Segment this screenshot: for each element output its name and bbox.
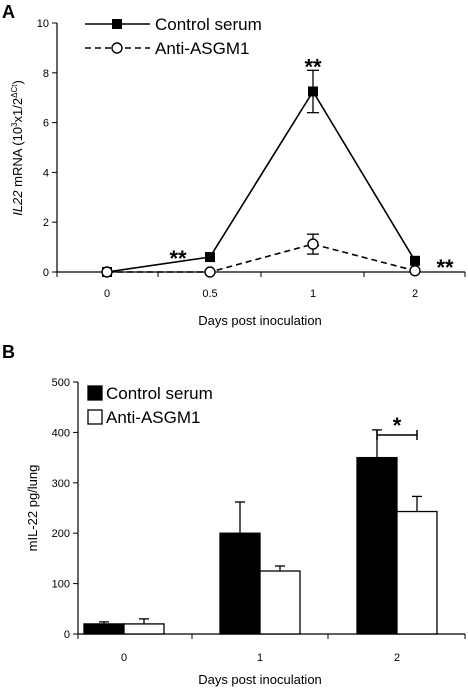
panel-b-x-axis-title: Days post inoculation — [198, 672, 322, 687]
panel-b-annotations: * — [376, 413, 418, 440]
panel-a-legend: Control serum Anti-ASGM1 — [85, 15, 262, 58]
legend-swatch — [87, 409, 103, 425]
legend-label: Anti-ASGM1 — [106, 408, 200, 427]
data-point — [205, 252, 215, 263]
panel-b-legend: Control serum Anti-ASGM1 — [87, 384, 213, 427]
panel-b-y-axis-title: mIL-22 pg/lung — [25, 465, 40, 552]
y-tick-label: 300 — [52, 478, 70, 490]
ylabel-sup1: 3 — [10, 122, 19, 127]
panel-a-y-axis-title: IL22 mRNA (103x1/2ΔCt) — [10, 80, 25, 216]
data-point — [307, 238, 319, 250]
significance-label: ** — [169, 246, 187, 271]
y-tick-label: 10 — [37, 18, 49, 30]
legend-marker — [111, 42, 123, 54]
bar — [259, 570, 301, 635]
panel-a-label: A — [2, 2, 15, 22]
panel-a-x-axis: 0 0.5 1 2 — [56, 271, 466, 300]
data-point — [409, 265, 421, 277]
legend-marker — [112, 19, 122, 29]
ylabel-rest: mRNA (10 — [10, 127, 25, 191]
significance-label: ** — [436, 255, 454, 280]
panel-b-x-axis: 0 1 2 — [77, 633, 466, 664]
series-line — [106, 89, 416, 273]
series-line — [107, 243, 416, 273]
bar — [83, 623, 125, 635]
panel-a-series — [101, 69, 421, 278]
data-point — [204, 266, 216, 278]
y-tick-label: 0 — [64, 629, 70, 641]
bar — [123, 623, 165, 635]
y-tick-label: 2 — [43, 217, 49, 229]
y-tick-label: 100 — [52, 579, 70, 591]
legend-label: Anti-ASGM1 — [155, 39, 249, 58]
ylabel-sup2: ΔCt — [10, 84, 19, 98]
y-tick-label: 200 — [52, 528, 70, 540]
ylabel-mid: x1/2 — [10, 98, 25, 123]
y-tick-label: 0 — [43, 267, 49, 279]
panel-a-y-axis: 0 2 4 6 8 10 — [37, 18, 58, 279]
y-tick-label: 6 — [43, 118, 49, 130]
legend-label: Control serum — [106, 384, 213, 403]
x-tick-label: 2 — [412, 288, 418, 300]
ylabel-italic: IL22 — [10, 190, 25, 216]
y-tick-label: 400 — [52, 427, 70, 439]
panel-b-y-axis: 0 100 200 300 400 500 — [52, 377, 79, 641]
x-tick-label: 0.5 — [202, 288, 217, 300]
bar — [356, 456, 398, 635]
panel-a-x-axis-title: Days post inoculation — [198, 313, 322, 328]
legend-label: Control serum — [155, 15, 262, 34]
panel-b-bars — [83, 429, 438, 635]
x-tick-label: 1 — [310, 288, 316, 300]
x-tick-label: 2 — [394, 652, 400, 664]
data-point — [101, 266, 113, 278]
ylabel-end: ) — [10, 80, 25, 84]
x-tick-label: 0 — [104, 288, 110, 300]
y-tick-label: 8 — [43, 68, 49, 80]
panel-b-label: B — [2, 342, 15, 362]
y-tick-label: 4 — [43, 167, 49, 179]
y-tick-label: 500 — [52, 377, 70, 389]
bar — [396, 510, 438, 635]
bar — [219, 532, 261, 635]
significance-label: * — [393, 413, 402, 438]
x-tick-label: 1 — [257, 652, 263, 664]
significance-label: ** — [304, 54, 322, 79]
data-point — [308, 86, 318, 97]
panel-a-annotations: ** ** ** — [169, 54, 454, 279]
x-tick-label: 0 — [121, 652, 127, 664]
data-point — [410, 255, 420, 266]
legend-swatch — [87, 385, 103, 401]
